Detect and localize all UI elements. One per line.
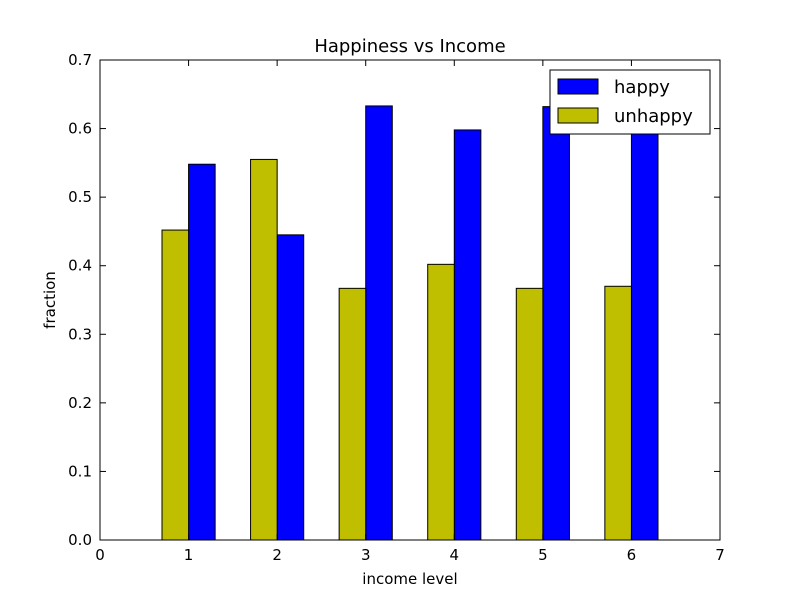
- x-tick-label: 6: [627, 546, 637, 564]
- bar-unhappy-4: [427, 263, 455, 541]
- y-axis-label: fraction: [41, 271, 59, 329]
- bar-happy-3: [365, 105, 393, 541]
- bars-layer: [161, 105, 659, 541]
- x-tick-label: 7: [715, 546, 725, 564]
- y-tick-label: 0.1: [68, 462, 92, 480]
- x-tick-label: 1: [184, 546, 194, 564]
- x-axis-label: income level: [362, 570, 457, 588]
- x-tick-label: 0: [95, 546, 105, 564]
- bar-happy-4: [453, 129, 482, 541]
- bar-unhappy-6: [604, 285, 632, 541]
- bar-happy-6: [630, 107, 659, 541]
- bar-happy-5: [542, 106, 570, 541]
- legend-swatch-happy: [557, 78, 599, 95]
- x-tick-label: 5: [538, 546, 548, 564]
- y-tick-label: 0.3: [68, 325, 92, 343]
- y-tick-label: 0.4: [68, 257, 92, 275]
- plot-frame: [99, 59, 721, 541]
- bar-unhappy-1: [161, 229, 190, 541]
- y-tick-label: 0.6: [68, 120, 92, 138]
- x-tick-label: 3: [361, 546, 371, 564]
- legend: happy unhappy: [549, 69, 711, 135]
- bar-happy-1: [188, 163, 216, 541]
- bar-unhappy-5: [515, 287, 544, 541]
- legend-swatch-unhappy: [557, 107, 599, 124]
- y-tick-label: 0.0: [68, 531, 92, 549]
- chart-title: Happiness vs Income: [314, 36, 505, 57]
- legend-label-happy: happy: [614, 77, 670, 98]
- bar-happy-2: [276, 234, 305, 541]
- bar-unhappy-2: [250, 158, 278, 541]
- y-tick-label: 0.2: [68, 394, 92, 412]
- bar-unhappy-3: [338, 287, 367, 541]
- ticks-layer: 0 1 2 3 4 5 6 7 0.0 0.1 0.2 0.3 0.4 0.5 0.6 0.7: [68, 51, 725, 564]
- y-tick-label: 0.5: [68, 188, 92, 206]
- x-tick-label: 4: [450, 546, 460, 564]
- x-tick-label: 2: [272, 546, 282, 564]
- y-tick-label: 0.7: [68, 51, 92, 69]
- legend-label-unhappy: unhappy: [614, 106, 693, 127]
